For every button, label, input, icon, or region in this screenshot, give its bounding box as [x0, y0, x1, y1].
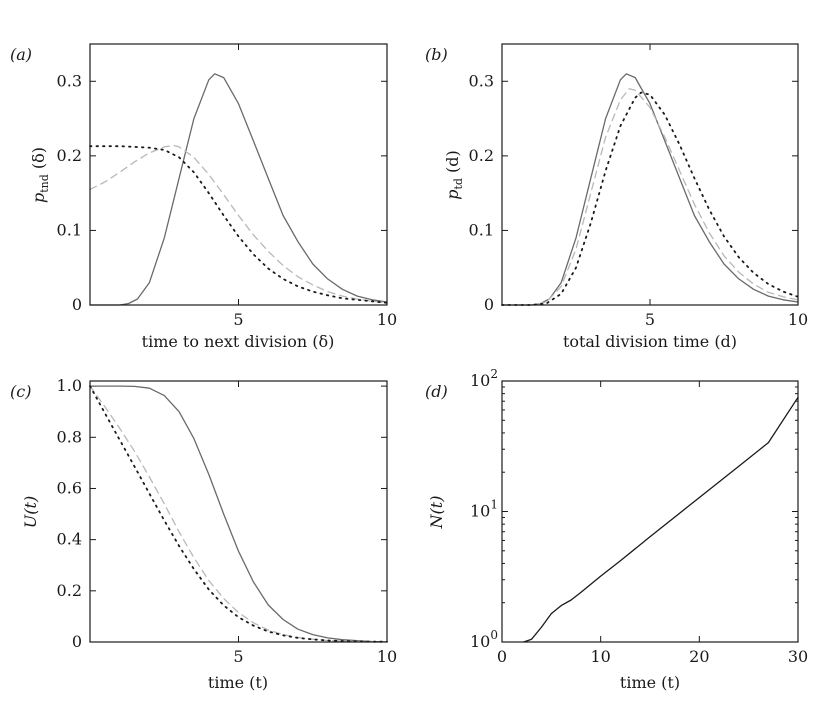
panel-c-ytick-label: 1.0 — [57, 376, 82, 395]
panel-c-ytick-label: 0.6 — [57, 478, 82, 497]
panel-d-ytick-label: 100 — [470, 628, 498, 651]
panel-b-label: (b) — [425, 45, 448, 64]
panel-a-xtick-label: 5 — [233, 310, 243, 329]
panel-c-series-solid-line — [89, 385, 388, 643]
panel-a: (a) 5 10 0 0.1 0.2 0.3 time to next division … — [10, 43, 397, 351]
panel-a-ylabel: ptnd (δ) — [29, 147, 51, 203]
panel-d-xtick-label: 20 — [689, 647, 709, 666]
panel-c-label: (c) — [10, 382, 31, 401]
panel-b-ytick-label: 0.3 — [469, 71, 494, 90]
panel-b-xtick-label: 10 — [788, 310, 808, 329]
panel-c-xtick-label: 5 — [233, 647, 243, 666]
panel-b-ytick-label: 0.1 — [469, 220, 494, 239]
panel-d-ytick-label: 102 — [470, 367, 498, 390]
panel-b-series-solid-line — [501, 73, 799, 306]
panel-d-xtick-label: 0 — [497, 647, 507, 666]
panel-d-ytick-label: 101 — [470, 498, 498, 521]
panel-d-xtick-label: 10 — [590, 647, 610, 666]
panel-c-xlabel: time (t) — [208, 673, 268, 692]
panel-c-ytick-label: 0.8 — [57, 427, 82, 446]
panel-c-xtick-label: 10 — [377, 647, 397, 666]
panel-a-series-dotted-line — [89, 145, 388, 304]
panel-c-ytick-label: 0 — [72, 632, 82, 651]
panel-a-label: (a) — [10, 45, 32, 64]
panel-a-frame — [89, 43, 388, 306]
panel-b-xtick-label: 5 — [645, 310, 655, 329]
panel-b-xlabel: total division time (d) — [563, 332, 737, 351]
panel-c-series-dashed-line — [89, 385, 388, 643]
panel-d-xlabel: time (t) — [620, 673, 680, 692]
panel-c: (c) 5 10 0 0.2 0.4 0.6 0.8 1.0 time (t) U(t) — [10, 376, 397, 692]
panel-b-series-dashed-line — [501, 88, 799, 306]
panel-a-ytick-label: 0.2 — [57, 146, 82, 165]
panel-b-frame — [501, 43, 799, 306]
panel-d: (d) 0 10 20 30 100 101 102 time (t) N(t) — [425, 367, 808, 692]
panel-b: (b) 5 10 0 0.1 0.2 0.3 total division time (d… — [425, 43, 808, 351]
panel-c-frame — [89, 380, 388, 643]
panel-b-series-dotted-line — [501, 91, 799, 306]
panel-d-ylabel: N(t) — [427, 496, 446, 530]
panel-d-label: (d) — [425, 382, 448, 401]
panel-b-ytick-label: 0 — [484, 295, 494, 314]
panel-b-ytick-label: 0.2 — [469, 146, 494, 165]
panel-c-series-dotted-line — [89, 385, 388, 643]
panel-b-ylabel: ptd (d) — [443, 150, 465, 200]
panel-a-series-dashed-line — [89, 144, 388, 304]
panel-d-frame — [501, 380, 799, 643]
panel-c-ytick-label: 0.2 — [57, 581, 82, 600]
panel-a-xtick-label: 10 — [377, 310, 397, 329]
panel-a-ytick-label: 0.3 — [57, 71, 82, 90]
panel-a-ytick-label: 0 — [72, 295, 82, 314]
panel-c-ytick-label: 0.4 — [57, 530, 82, 549]
panel-a-series-solid-line — [89, 73, 388, 306]
panel-d-series-solid-line — [523, 396, 799, 643]
panel-c-ylabel: U(t) — [21, 496, 40, 528]
panel-d-xtick-label: 30 — [788, 647, 808, 666]
panel-a-ytick-label: 0.1 — [57, 220, 82, 239]
panel-a-xlabel: time to next division (δ) — [142, 332, 335, 351]
